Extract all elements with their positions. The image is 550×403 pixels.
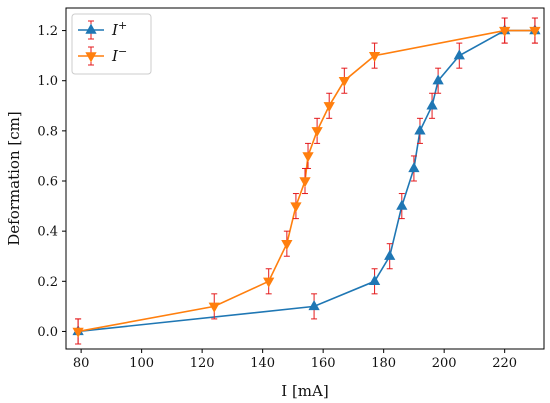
x-axis-title: I [mA]	[281, 382, 328, 400]
x-tick-label: 180	[371, 356, 396, 371]
x-tick-label: 120	[190, 356, 215, 371]
x-tick-label: 220	[492, 356, 517, 371]
data-point	[408, 162, 420, 173]
data-point	[72, 327, 84, 338]
data-point	[302, 152, 314, 163]
series-layer	[72, 17, 541, 345]
data-point	[308, 300, 320, 311]
data-point	[290, 202, 302, 213]
data-point	[384, 249, 396, 260]
data-point	[432, 74, 444, 85]
data-point	[281, 239, 293, 251]
data-point	[338, 77, 350, 88]
axes: 80 100 120 140 160 180 200 220 0.0 0.2 0.4 0.6 0.8 1.…	[37, 24, 517, 371]
series-line	[78, 29, 535, 333]
y-tick-label: 0.0	[37, 325, 58, 340]
data-point	[529, 26, 541, 37]
legend: I+ I−	[71, 13, 152, 75]
data-point	[453, 49, 465, 60]
y-tick-label: 0.4	[37, 225, 58, 240]
data-point	[263, 277, 275, 288]
legend-marker	[85, 52, 97, 63]
data-point	[208, 302, 220, 313]
x-tick-label: 100	[129, 356, 154, 371]
data-point	[396, 199, 408, 210]
data-point	[499, 26, 511, 37]
y-tick-label: 0.6	[37, 175, 58, 190]
y-tick-label: 1.0	[37, 74, 58, 89]
y-tick-label: 0.8	[37, 124, 58, 139]
legend-item: I+	[78, 19, 127, 40]
data-point	[311, 127, 323, 138]
x-tick-label: 80	[73, 356, 90, 371]
data-point	[299, 177, 311, 188]
legend-marker	[85, 23, 97, 34]
x-tick-label: 140	[250, 356, 275, 371]
series-1	[72, 17, 541, 345]
data-point	[368, 274, 381, 286]
x-tick-label: 160	[311, 356, 336, 371]
legend-item: I−	[78, 45, 127, 66]
data-point	[426, 99, 438, 110]
data-point	[414, 124, 426, 135]
legend-label: I+	[111, 19, 127, 39]
legend-label: I−	[111, 45, 127, 65]
plot-frame	[65, 7, 545, 350]
y-tick-label: 1.2	[37, 24, 58, 39]
data-point	[368, 51, 381, 62]
plot-area	[65, 7, 545, 350]
x-tick-label: 200	[432, 356, 457, 371]
data-point	[323, 102, 335, 113]
y-axis-title: Deformation [cm]	[5, 111, 23, 245]
y-tick-label: 0.2	[37, 275, 58, 290]
